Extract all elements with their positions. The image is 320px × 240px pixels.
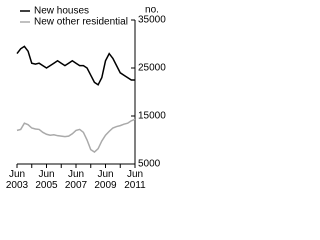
x-tick-label: Jun 2009 (94, 169, 117, 191)
x-tick-label: Jun 2003 (5, 169, 29, 191)
y-unit: no. (145, 5, 159, 16)
y-tick-label: 35000 (138, 15, 166, 26)
x-tick-label: Jun 2007 (64, 169, 88, 191)
page: {"chart_data": {"type": "line", "y_unit"… (5, 4, 167, 191)
y-tick-label: 15000 (138, 111, 166, 122)
x-tick-label: Jun 2005 (35, 169, 58, 191)
line-series (16, 45, 135, 86)
legend-label: New other residential (34, 17, 128, 28)
legend-label: New houses (34, 6, 89, 17)
y-tick-label: 25000 (138, 63, 166, 74)
x-tick-label: Jun 2011 (124, 169, 146, 191)
y-tick-label: 5000 (138, 159, 161, 170)
line-series (16, 118, 136, 153)
